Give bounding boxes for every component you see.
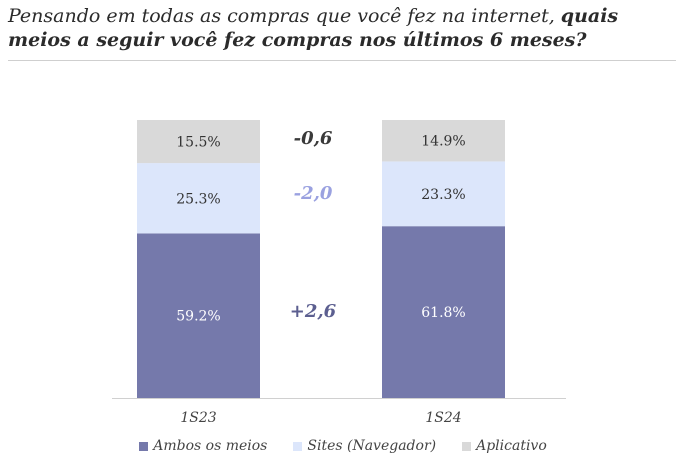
delta-annotation: +2,6 [290, 301, 337, 322]
title-question: quais meios a seguir você fez compras no… [8, 5, 619, 51]
delta-annotation: -2,0 [294, 183, 333, 204]
chart-legend: Ambos os meios Sites (Navegador) Aplicativ… [0, 438, 686, 454]
legend-item: Sites (Navegador) [293, 438, 436, 454]
bar-segment [137, 233, 260, 398]
data-label: 59.2% [176, 309, 220, 325]
legend-swatch [139, 441, 149, 451]
legend-swatch [293, 441, 303, 451]
bar-segment [382, 161, 505, 227]
legend-item: Aplicativo [462, 438, 547, 454]
data-label: 15.5% [176, 135, 220, 151]
x-tick-label: 1S23 [180, 410, 216, 426]
data-label: 25.3% [176, 191, 220, 207]
bar-segment [382, 120, 505, 162]
title-intro: Pensando em todas as compras que você fe… [8, 5, 561, 27]
legend-label: Aplicativo [476, 438, 547, 454]
title-divider [8, 60, 676, 61]
data-label: 23.3% [421, 187, 465, 203]
bar-segment [137, 120, 260, 164]
bar-segment [137, 163, 260, 234]
legend-swatch [462, 441, 472, 451]
legend-label: Ambos os meios [153, 438, 268, 454]
data-label: 14.9% [421, 134, 465, 150]
legend-item: Ambos os meios [139, 438, 267, 454]
legend-label: Sites (Navegador) [307, 438, 437, 454]
chart-title: Pensando em todas as compras que você fe… [8, 4, 678, 52]
delta-annotation: -0,6 [294, 128, 333, 149]
x-tick-label: 1S24 [425, 410, 461, 426]
data-label: 61.8% [421, 305, 465, 321]
bar-segment [382, 226, 505, 398]
